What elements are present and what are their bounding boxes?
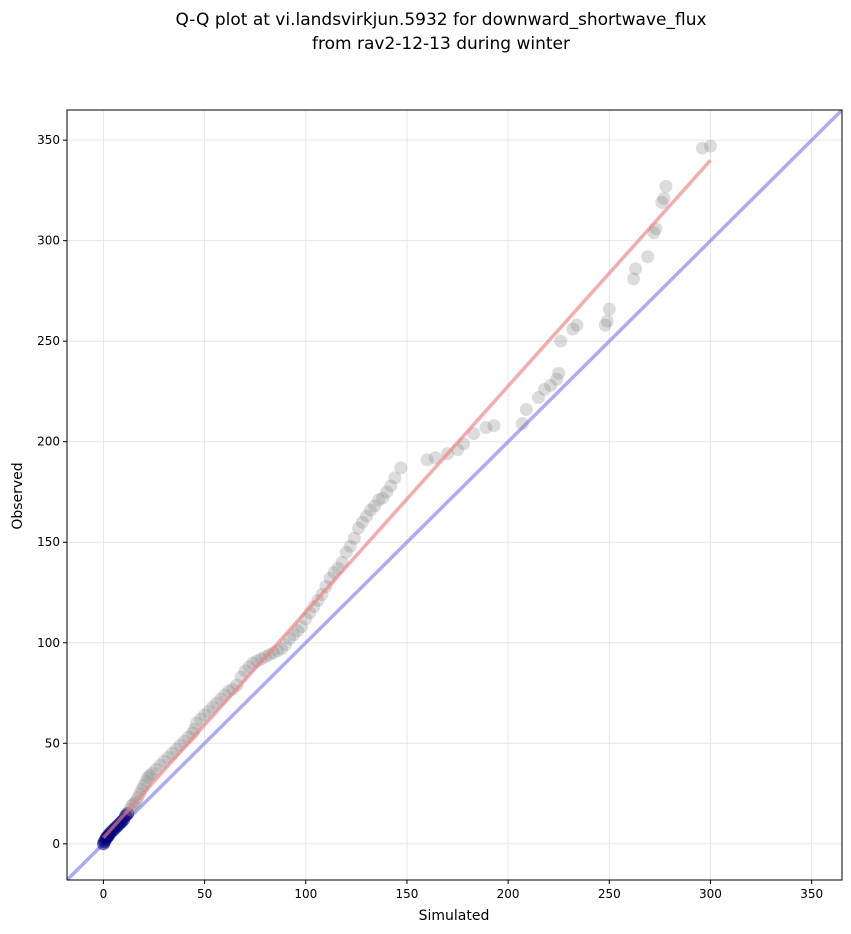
data-point	[655, 195, 669, 209]
data-point	[141, 770, 155, 784]
data-point	[531, 390, 545, 404]
data-point	[347, 531, 361, 545]
y-tick-label: 150	[37, 535, 60, 549]
data-point	[368, 499, 382, 513]
x-ticks: 0 50 100 150 200 250 300 350	[100, 880, 823, 901]
data-point	[279, 638, 293, 652]
data-point	[133, 787, 147, 801]
data-point	[420, 453, 434, 467]
data-point	[149, 762, 163, 776]
data-point	[388, 471, 402, 485]
fit-line	[102, 159, 712, 839]
data-point	[384, 479, 398, 493]
data-point	[703, 139, 717, 153]
data-point	[554, 334, 568, 348]
data-point	[657, 191, 671, 205]
y-tick-label: 200	[37, 435, 60, 449]
data-point	[339, 545, 353, 559]
x-axis-label: Simulated	[419, 908, 490, 924]
data-point	[295, 620, 309, 634]
data-point	[394, 461, 408, 475]
data-point	[566, 322, 580, 336]
data-point	[343, 539, 357, 553]
data-point	[372, 493, 386, 507]
x-tick-label: 0	[100, 887, 108, 901]
x-tick-label: 150	[395, 887, 418, 901]
plot-frame	[66, 109, 843, 881]
x-tick-label: 100	[294, 887, 317, 901]
data-point	[145, 766, 159, 780]
data-point	[519, 403, 533, 417]
y-tick-label: 350	[37, 133, 60, 147]
data-point	[226, 682, 240, 696]
data-point	[641, 250, 655, 264]
data-point	[479, 421, 493, 435]
y-tick-label: 0	[52, 837, 60, 851]
data-point	[274, 642, 288, 656]
y-ticks: 0 50 100 150 200 250 300 350	[37, 133, 67, 851]
data-point	[190, 716, 204, 730]
data-point	[552, 366, 566, 380]
x-tick-label: 200	[497, 887, 520, 901]
x-tick-label: 250	[598, 887, 621, 901]
data-point	[544, 378, 558, 392]
data-point	[550, 372, 564, 386]
data-point	[600, 314, 614, 328]
data-point	[487, 419, 501, 433]
data-point	[355, 515, 369, 529]
data-point	[380, 485, 394, 499]
data-point	[538, 382, 552, 396]
data-point	[291, 624, 305, 638]
fit-line-layer	[102, 159, 712, 839]
data-point	[602, 302, 616, 316]
data-point	[143, 768, 157, 782]
identity-line	[67, 110, 842, 880]
data-point	[230, 678, 244, 692]
x-tick-label: 300	[699, 887, 722, 901]
chart-title-line2: from rav2-12-13 during winter	[312, 34, 570, 54]
data-point	[659, 179, 673, 193]
data-point	[515, 417, 529, 431]
data-point	[359, 509, 373, 523]
identity-line-layer	[67, 110, 842, 880]
y-tick-label: 100	[37, 636, 60, 650]
y-tick-label: 50	[45, 736, 60, 750]
points-layer	[96, 139, 717, 851]
y-tick-label: 250	[37, 334, 60, 348]
data-point	[627, 272, 641, 286]
x-tick-label: 50	[197, 887, 212, 901]
data-point	[351, 521, 365, 535]
y-tick-label: 300	[37, 234, 60, 248]
data-point	[570, 318, 584, 332]
data-point	[695, 141, 709, 155]
data-point	[629, 262, 643, 276]
data-point	[307, 600, 321, 614]
data-point	[194, 712, 208, 726]
data-point	[428, 451, 442, 465]
y-axis-label: Observed	[10, 462, 26, 529]
x-tick-label: 350	[800, 887, 823, 901]
data-point	[198, 708, 212, 722]
data-point	[364, 503, 378, 517]
data-point	[376, 491, 390, 505]
data-point	[598, 318, 612, 332]
chart-title-line1: Q-Q plot at vi.landsvirkjun.5932 for dow…	[175, 10, 706, 30]
grid-layer	[67, 110, 842, 880]
